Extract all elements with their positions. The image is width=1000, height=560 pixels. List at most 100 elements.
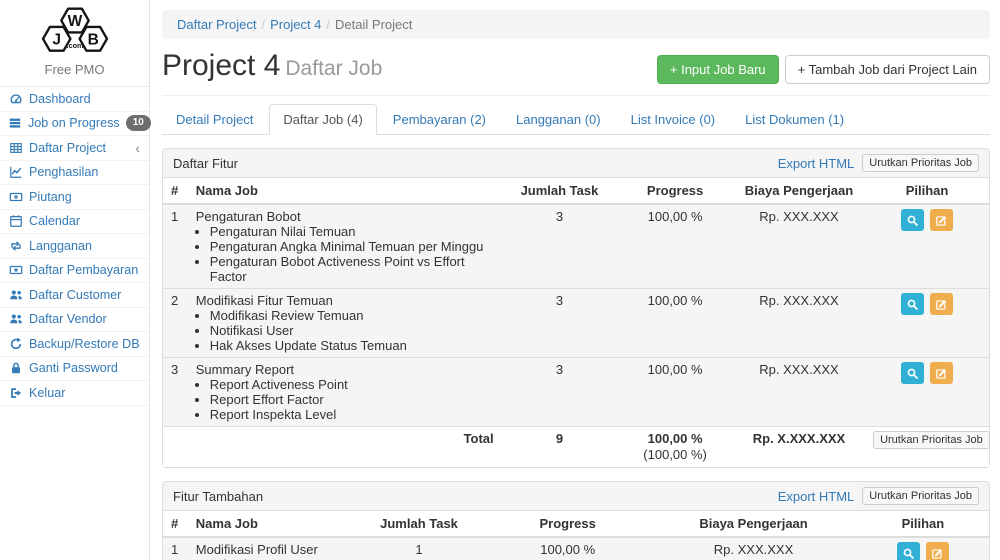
view-job-button[interactable] — [900, 209, 924, 231]
task-count: 3 — [501, 288, 618, 358]
edit-job-button[interactable] — [930, 209, 954, 231]
sidebar-item-label: Daftar Vendor — [29, 312, 107, 327]
sidebar-item-daftar-customer[interactable]: Daftar Customer — [0, 283, 149, 308]
total-label: Total — [187, 426, 502, 467]
panel-title: Fitur Tambahan — [173, 488, 264, 504]
progress-value: 100,00 % — [617, 357, 733, 427]
project-title: Project 4 — [162, 49, 281, 82]
subtask-item: Hak Akses Update Status Temuan — [210, 338, 494, 353]
export-html-link[interactable]: Export HTML — [777, 488, 855, 504]
tab-daftar-job[interactable]: Daftar Job (4) — [269, 104, 377, 135]
total-progress: 100,00 % — [647, 431, 703, 446]
job-name: Modifikasi Profil User — [195, 542, 318, 557]
tab-list-invoice[interactable]: List Invoice (0) — [630, 112, 716, 127]
sidebar-nav: Dashboard Job on Progress 10 Daftar Proj… — [0, 86, 151, 406]
sidebar-item-calendar[interactable]: Calendar — [0, 210, 149, 234]
col-no: # — [163, 178, 188, 205]
breadcrumb-separator: / — [326, 17, 331, 32]
sidebar-item-daftar-project[interactable]: Daftar Project ‹ — [0, 136, 149, 161]
task-count: 3 — [501, 204, 618, 289]
table-row: 1 Modifikasi Profil User Tab F/U Temuan … — [163, 537, 989, 560]
table-row: 1 Pengaturan Bobot Pengaturan Nilai Temu… — [163, 204, 989, 289]
tambah-job-dari-project-lain-button[interactable]: + Tambah Job dari Project Lain — [784, 55, 990, 84]
view-job-button[interactable] — [896, 542, 920, 560]
view-job-button[interactable] — [900, 293, 924, 315]
tab-list-dokumen[interactable]: List Dokumen (1) — [745, 112, 845, 127]
task-count: 3 — [501, 357, 618, 427]
search-icon — [907, 215, 918, 226]
sign-out-icon — [8, 386, 23, 400]
panel-header: Fitur Tambahan Export HTML Urutkan Prior… — [163, 482, 989, 511]
money-icon — [8, 263, 23, 277]
sidebar-item-label: Backup/Restore DB — [29, 336, 140, 351]
retweet-icon — [8, 239, 23, 253]
breadcrumb-link-project-4[interactable]: Project 4 — [270, 17, 322, 32]
sidebar-item-label: Ganti Password — [29, 361, 118, 376]
fitur-tambahan-table: # Nama Job Jumlah Task Progress Biaya Pe… — [163, 511, 989, 560]
col-jumlah-task: Jumlah Task — [352, 511, 486, 538]
progress-value: 100,00 % — [617, 204, 733, 289]
job-name: Modifikasi Fitur Temuan — [195, 293, 333, 308]
col-pilihan: Pilihan — [856, 511, 989, 538]
subtask-item: Report Activeness Point — [210, 377, 494, 392]
sidebar-item-dashboard[interactable]: Dashboard — [0, 87, 149, 112]
sidebar-item-label: Job on Progress — [28, 116, 120, 131]
edit-job-button[interactable] — [930, 362, 954, 384]
view-job-button[interactable] — [900, 362, 924, 384]
input-job-baru-button[interactable]: + Input Job Baru — [656, 55, 779, 84]
export-html-link[interactable]: Export HTML — [777, 155, 855, 171]
col-biaya-pengerjaan: Biaya Pengerjaan — [650, 511, 857, 538]
total-cost: Rp. X.XXX.XXX — [732, 426, 866, 467]
table-header-row: # Nama Job Jumlah Task Progress Biaya Pe… — [163, 178, 989, 205]
subtask-item: Report Effort Factor — [210, 392, 494, 407]
progress-value: 100,00 % — [485, 537, 651, 560]
breadcrumb-link-daftar-project[interactable]: Daftar Project — [177, 17, 257, 32]
search-icon — [907, 299, 918, 310]
row-number: 2 — [163, 288, 188, 358]
table-header-row: # Nama Job Jumlah Task Progress Biaya Pe… — [163, 511, 989, 538]
row-number: 3 — [163, 357, 188, 427]
line-chart-icon — [8, 165, 23, 179]
search-icon — [903, 548, 914, 559]
tab-pembayaran[interactable]: Pembayaran (2) — [392, 112, 487, 127]
edit-icon — [932, 548, 943, 559]
subtask-item: Notifikasi User — [210, 323, 494, 338]
job-count-badge: 10 — [125, 115, 151, 132]
money-icon — [8, 190, 23, 204]
logo-letter-b: B — [87, 31, 98, 48]
main-content: Daftar Project / Project 4 / Detail Project … — [151, 0, 1000, 560]
subtask-item: Pengaturan Bobot Activeness Point vs Eff… — [210, 254, 494, 284]
daftar-fitur-table: # Nama Job Jumlah Task Progress Biaya Pe… — [163, 178, 990, 467]
logo-letter-w: W — [67, 13, 82, 30]
total-progress-note: (100,00 %) — [643, 447, 707, 462]
sidebar-item-piutang[interactable]: Piutang — [0, 185, 149, 210]
col-progress: Progress — [485, 511, 651, 538]
sidebar-item-label: Dashboard — [29, 91, 91, 106]
tasks-icon — [8, 116, 22, 130]
tab-langganan[interactable]: Langganan (0) — [516, 112, 601, 127]
sidebar-item-daftar-vendor[interactable]: Daftar Vendor — [0, 308, 149, 332]
sidebar-item-penghasilan[interactable]: Penghasilan — [0, 161, 149, 185]
sidebar-item-langganan[interactable]: Langganan — [0, 234, 149, 259]
edit-job-button[interactable] — [926, 542, 950, 560]
urutkan-prioritas-job-button[interactable]: Urutkan Prioritas Job — [862, 487, 979, 505]
job-name: Pengaturan Bobot — [195, 209, 301, 224]
col-progress: Progress — [617, 178, 733, 205]
sidebar-item-job-on-progress[interactable]: Job on Progress 10 — [0, 112, 151, 136]
users-icon — [8, 312, 23, 326]
urutkan-prioritas-job-button[interactable]: Urutkan Prioritas Job — [873, 431, 990, 449]
sidebar-item-backup-restore-db[interactable]: Backup/Restore DB — [0, 332, 149, 357]
lock-icon — [8, 361, 23, 375]
tab-detail-project[interactable]: Detail Project — [176, 112, 254, 127]
subtask-item: Report Inspekta Level — [210, 407, 494, 422]
sidebar-item-ganti-password[interactable]: Ganti Password — [0, 357, 149, 381]
col-nama-job: Nama Job — [187, 178, 502, 205]
sidebar-item-keluar[interactable]: Keluar — [0, 381, 149, 406]
subtask-list: Report Activeness Point Report Effort Fa… — [210, 377, 494, 422]
cost-value: Rp. XXX.XXX — [732, 288, 866, 358]
edit-job-button[interactable] — [930, 293, 954, 315]
col-biaya-pengerjaan: Biaya Pengerjaan — [732, 178, 866, 205]
sidebar-item-daftar-pembayaran[interactable]: Daftar Pembayaran — [0, 259, 149, 283]
urutkan-prioritas-job-button[interactable]: Urutkan Prioritas Job — [862, 154, 979, 172]
calendar-icon — [8, 214, 23, 228]
